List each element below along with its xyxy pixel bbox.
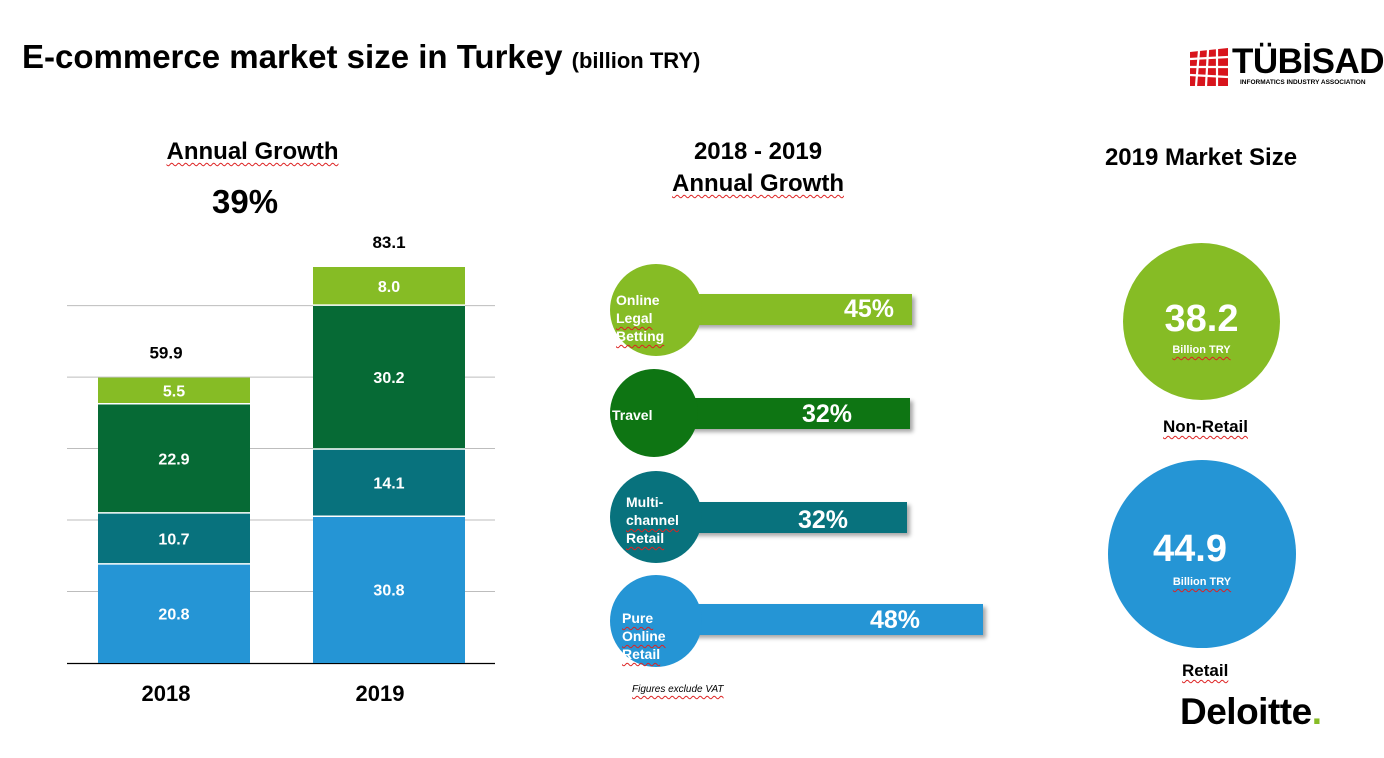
growth-bar [660,604,983,635]
growth-circle [610,369,698,457]
middle-heading-line1: 2018 - 2019 [693,138,823,165]
bar-segment-label: 5.5 [163,384,185,401]
growth-pct: 32% [802,400,853,428]
bar-segment-label: 30.8 [373,583,404,600]
bar-segment-label: 14.1 [373,476,404,493]
retail-value: 44.9 [1153,528,1227,570]
bar-segment [98,377,250,404]
deloitte-name: Deloitte [1180,691,1312,732]
stacked-bar-chart: 20.8 10.7 22.9 5.5 59.9 2018 30.8 14.1 30.2 8.0 83… [67,233,495,706]
growth-circle [610,575,702,667]
deloitte-logo: Deloitte. [1180,691,1322,733]
growth-pct: 32% [798,506,849,534]
middle-heading: 2018 - 2019 Annual Growth [630,138,886,198]
retail-label: Retail [1182,661,1229,680]
non-retail-label: Non-Retail [1163,417,1248,436]
logo-subtitle: INFORMATICS INDUSTRY ASSOCIATION [1240,79,1366,86]
tubisad-emblem-icon [1189,48,1229,87]
bar-total-label: 59.9 [149,344,182,363]
bar-total-label: 83.1 [372,233,405,252]
bar-segment-label: 22.9 [158,451,189,468]
growth-pct: 48% [870,606,921,634]
tubisad-logo: TÜBİSAD INFORMATICS INDUSTRY ASSOCIATION [1188,42,1384,90]
middle-heading-line2: Annual Growth [672,170,844,197]
bar-segment [98,512,250,564]
bar-segment-label: 8.0 [378,279,400,296]
bar-segment [313,449,465,517]
growth-bar [660,294,912,325]
growth-pct: 45% [844,295,895,323]
bar-segment [98,563,250,663]
growth-label: Pure Online Retail [622,610,666,662]
deloitte-dot: . [1311,691,1322,732]
growth-circle [610,471,702,563]
annual-growth-heading: Annual Growth [166,138,339,165]
bar-segment-label: 10.7 [158,531,189,548]
growth-label: Online Legal Betting [616,292,665,344]
bar-segment-label: 30.2 [373,370,404,387]
x-tick-label: 2018 [142,681,191,706]
retail-circle: 44.9 Billion TRY [1108,460,1296,648]
bar-segment [313,516,465,663]
title-main: E-commerce market size in Turkey [22,38,563,75]
non-retail-value: 38.2 [1164,298,1239,340]
x-tick-label: 2019 [356,681,405,706]
non-retail-circle: 38.2 Billion TRY [1123,243,1280,400]
non-retail-unit: Billion TRY [1172,344,1231,356]
bar-segment [98,403,250,513]
growth-label: Multi-channel Retail [626,494,679,546]
bar-segment [313,267,465,306]
vat-footnote: Figures exclude VAT [632,684,724,695]
title-unit: (billion TRY) [571,48,701,73]
bar-segment-label: 20.8 [158,606,189,623]
growth-label: Travel [612,407,653,423]
growth-bar [660,398,910,429]
market-size-heading: 2019 Market Size [1104,144,1298,171]
retail-unit: Billion TRY [1172,576,1232,588]
page-title: E-commerce market size in Turkey (billio… [22,38,700,76]
logo-name: TÜBİSAD [1232,42,1384,81]
annual-growth-value: 39% [212,183,279,220]
growth-circle [610,264,702,356]
bar-segment [313,305,465,450]
